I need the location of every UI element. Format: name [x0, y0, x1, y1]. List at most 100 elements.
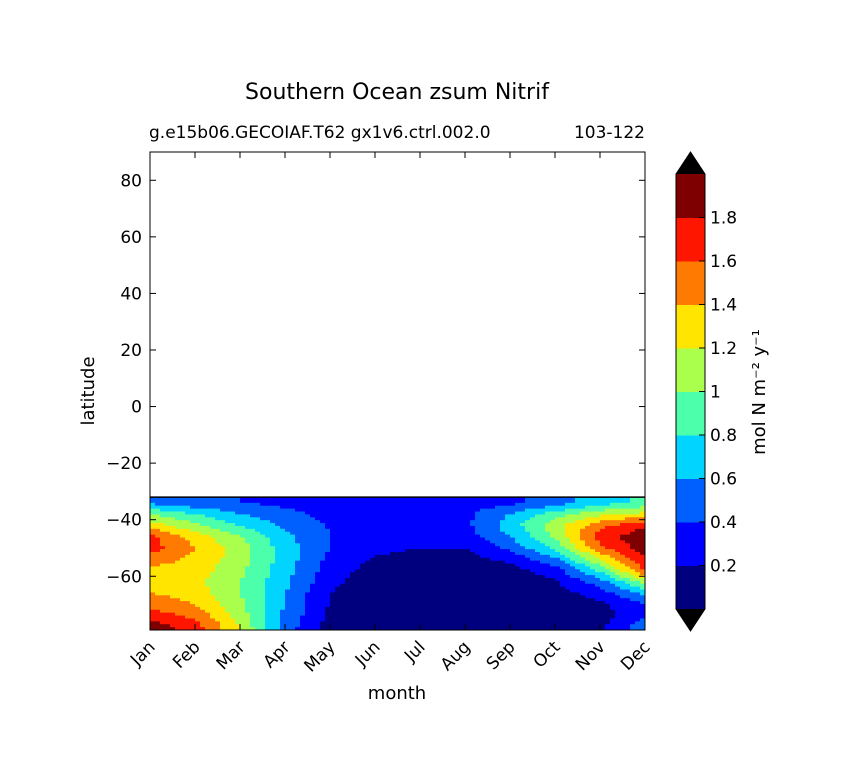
heatmap-cell [605, 537, 611, 542]
heatmap-cell [300, 531, 306, 536]
heatmap-cell [210, 580, 216, 585]
heatmap-cell [355, 575, 361, 579]
heatmap-cell [465, 554, 471, 559]
heatmap-cell [290, 583, 296, 588]
heatmap-cell [175, 612, 181, 617]
heatmap-cell [170, 514, 176, 518]
heatmap-cell [390, 560, 396, 565]
heatmap-cell [570, 534, 576, 539]
heatmap-cell [245, 549, 251, 553]
heatmap-cell [375, 520, 381, 524]
heatmap-cell [290, 505, 296, 510]
heatmap-cell [370, 572, 376, 576]
heatmap-cell [460, 618, 466, 622]
heatmap-cell [475, 554, 481, 559]
heatmap-cell [245, 525, 251, 530]
heatmap-cell [320, 520, 326, 524]
heatmap-cell [285, 601, 291, 605]
heatmap-cell [150, 528, 156, 533]
heatmap-cell [440, 575, 446, 579]
heatmap-cell [430, 577, 436, 582]
heatmap-cell [200, 577, 206, 582]
heatmap-cell [170, 505, 176, 510]
heatmap-cell [460, 627, 466, 630]
heatmap-cell [270, 627, 276, 630]
heatmap-cell [425, 508, 431, 513]
heatmap-cell [255, 615, 261, 620]
heatmap-cell [185, 514, 191, 518]
heatmap-cell [530, 534, 536, 539]
heatmap-cell [525, 560, 531, 565]
heatmap-cell [345, 569, 351, 573]
heatmap-cell [470, 566, 476, 570]
heatmap-cell [330, 534, 336, 539]
heatmap-cell [510, 612, 516, 617]
heatmap-cell [285, 612, 291, 617]
heatmap-cell [610, 514, 616, 518]
heatmap-cell [540, 537, 546, 542]
heatmap-cell [555, 598, 561, 602]
heatmap-cell [205, 551, 211, 556]
heatmap-cell [615, 609, 621, 614]
heatmap-cell [565, 595, 571, 599]
heatmap-cell [450, 598, 456, 602]
heatmap-cell [425, 583, 431, 588]
heatmap-cell [275, 580, 281, 585]
heatmap-cell [310, 534, 316, 539]
heatmap-cell [245, 560, 251, 565]
heatmap-cell [370, 540, 376, 544]
heatmap-cell [515, 586, 521, 591]
heatmap-cell [600, 551, 606, 556]
heatmap-cell [365, 563, 371, 568]
heatmap-cell [440, 554, 446, 559]
heatmap-cell [400, 586, 406, 591]
heatmap-cell [530, 520, 536, 524]
heatmap-cell [585, 549, 591, 553]
heatmap-cell [275, 546, 281, 550]
heatmap-cell [455, 520, 461, 524]
heatmap-cell [475, 589, 481, 594]
heatmap-cell [630, 523, 636, 527]
heatmap-cell [265, 525, 271, 530]
heatmap-cell [335, 554, 341, 559]
heatmap-cell [295, 612, 301, 617]
heatmap-cell [520, 598, 526, 602]
heatmap-cell [625, 517, 631, 521]
heatmap-cell [625, 615, 631, 620]
heatmap-cell [460, 569, 466, 573]
heatmap-cell [180, 508, 186, 513]
heatmap-cell [565, 523, 571, 527]
heatmap-cell [595, 531, 601, 536]
heatmap-cell [240, 598, 246, 602]
heatmap-cell [625, 606, 631, 611]
heatmap-cell [580, 511, 586, 515]
heatmap-cell [605, 523, 611, 527]
heatmap-cell [275, 523, 281, 527]
heatmap-cell [540, 615, 546, 620]
heatmap-cell [165, 580, 171, 585]
heatmap-cell [555, 609, 561, 614]
heatmap-cell [490, 554, 496, 559]
heatmap-cell [510, 577, 516, 582]
heatmap-cell [575, 551, 581, 556]
heatmap-cell [265, 528, 271, 533]
heatmap-cell [160, 528, 166, 533]
heatmap-cell [575, 554, 581, 559]
heatmap-cell [515, 603, 521, 608]
heatmap-cell [635, 627, 641, 630]
heatmap-cell [635, 592, 641, 596]
heatmap-cell [530, 615, 536, 620]
heatmap-cell [425, 603, 431, 608]
heatmap-cell [465, 511, 471, 515]
heatmap-cell [290, 603, 296, 608]
heatmap-cell [155, 621, 161, 625]
heatmap-cell [355, 499, 361, 504]
heatmap-cell [210, 563, 216, 568]
heatmap-cell [570, 560, 576, 565]
heatmap-cell [180, 612, 186, 617]
heatmap-cell [450, 618, 456, 622]
heatmap-cell [335, 497, 341, 501]
heatmap-cell [370, 621, 376, 625]
heatmap-cell [310, 560, 316, 565]
heatmap-cell [210, 615, 216, 620]
